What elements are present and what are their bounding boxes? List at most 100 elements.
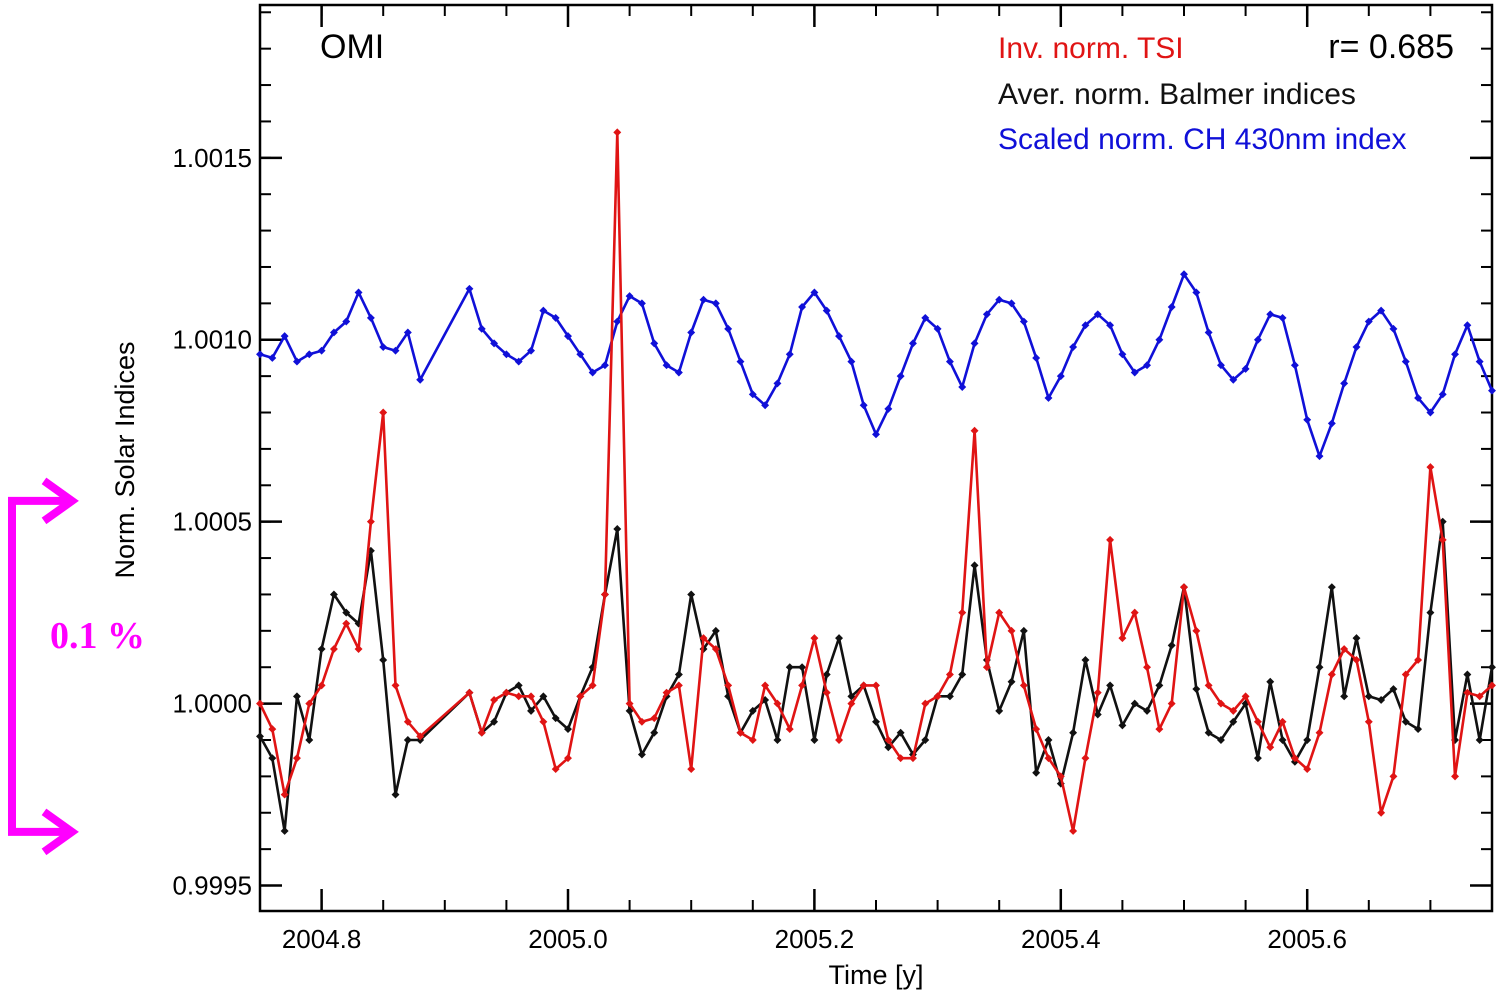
data-point [1278,313,1287,322]
panel-label: OMI [320,28,384,66]
data-point [317,346,326,355]
data-point [1143,361,1151,370]
data-point [305,699,314,708]
data-point [1081,754,1090,763]
data-point [366,517,375,526]
data-point [1106,535,1115,544]
data-point [317,645,326,653]
data-point [859,401,868,410]
data-point [502,350,511,359]
data-point [1426,463,1435,472]
data-point [711,299,720,308]
series-line [258,131,1493,833]
data-point [1069,826,1078,835]
data-point [896,372,905,381]
data-point [810,634,819,643]
data-point [293,692,301,701]
data-point [379,343,388,351]
data-point [773,736,782,744]
data-point [391,681,400,690]
data-point [1426,408,1435,417]
data-point [945,357,954,366]
data-point [884,736,893,744]
percent-bracket: 0.1 % [8,477,145,856]
data-point [1266,677,1275,686]
data-point [379,408,388,417]
data-point [1069,728,1078,737]
data-point [1093,310,1102,319]
data-point [822,688,831,697]
data-point [305,736,314,744]
data-point [798,681,807,690]
data-point [416,375,425,384]
data-point [1044,736,1053,744]
data-point [1327,419,1336,428]
x-tick-label: 2005.4 [1021,924,1101,954]
data-point [637,299,646,308]
data-point [1401,357,1410,366]
data-point [711,645,720,653]
bracket-label: 0.1 % [50,615,145,657]
data-point [810,736,819,744]
y-tick-label: 1.0015 [172,143,252,173]
data-point [256,350,264,359]
data-point [810,288,819,297]
data-point [601,361,609,370]
y-tick-label: 1.0000 [172,689,252,719]
data-point [970,561,979,570]
data-point [995,295,1004,304]
data-point [1377,306,1386,315]
data-point [1106,681,1115,690]
data-point [958,608,967,617]
data-point [1180,583,1188,592]
data-point [1303,415,1312,424]
data-point [354,288,363,297]
data-point [711,626,720,635]
data-point [835,736,843,744]
data-point [366,313,375,322]
data-point [970,339,979,348]
data-point [613,317,622,326]
data-point [909,339,917,348]
data-point [403,717,412,726]
x-axis: 2004.8 2005.0 2005.2 2005.4 2005.6 [259,5,1493,954]
data-point [1204,328,1213,337]
data-point [1167,303,1176,311]
data-point [1315,452,1324,461]
data-point [403,328,412,337]
data-point [490,339,499,348]
data-point [1364,717,1373,726]
data-point [1032,353,1041,362]
data-point [1426,608,1435,617]
data-point [1340,692,1349,701]
data-point [403,736,412,744]
data-point [1327,583,1336,592]
data-point [391,790,400,799]
x-tick-label: 2005.2 [775,924,855,954]
data-point [465,284,474,293]
data-point [921,699,930,708]
data-point [687,590,696,599]
series-line [259,273,1494,458]
data-point [1488,386,1496,395]
data-point [674,368,683,377]
data-point [1266,310,1275,319]
data-point [329,328,338,337]
data-point [527,346,535,355]
data-point [305,350,314,359]
y-tick-label: 0.9995 [172,871,252,901]
y-tick-label: 1.0010 [172,325,252,355]
data-point [527,692,535,701]
data-point [835,634,843,643]
data-point [379,655,388,664]
data-point [1475,736,1484,744]
data-point [280,826,289,835]
y-axis-label: Norm. Solar Indices [110,341,140,578]
data-point [465,688,474,697]
data-point [625,292,634,301]
y-tick-label: 1.0005 [172,507,252,537]
data-point [1327,670,1336,679]
data-point [1081,655,1090,664]
x-tick-label: 2004.8 [282,924,362,954]
data-point [1019,626,1028,635]
